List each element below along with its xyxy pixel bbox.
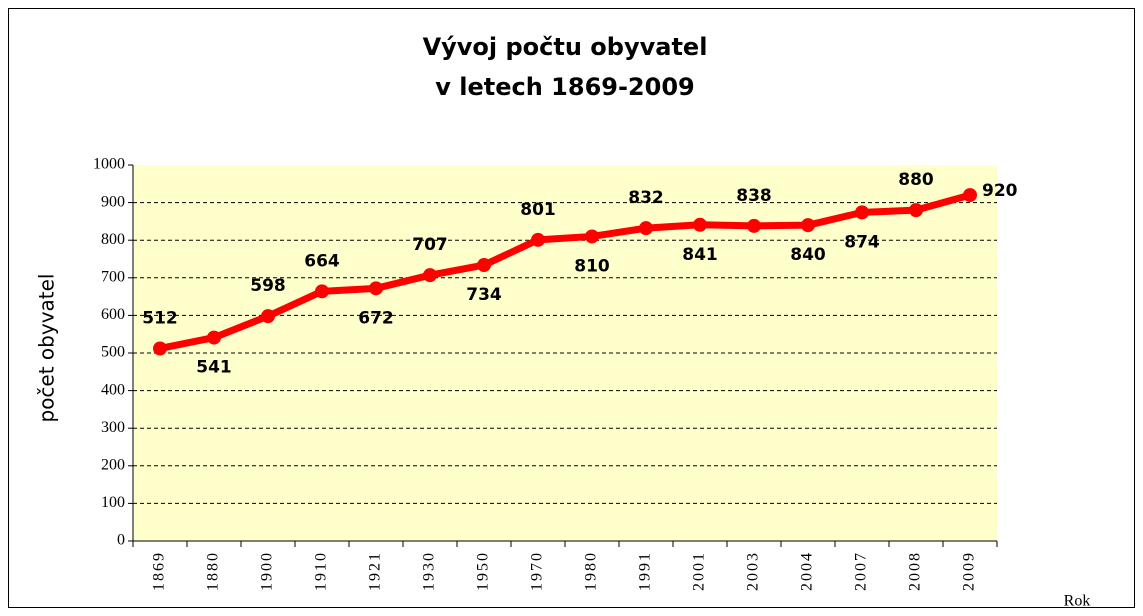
x-tick-label: 1921 <box>367 551 384 591</box>
data-point <box>315 284 329 299</box>
data-label: 672 <box>358 308 394 328</box>
data-point <box>909 203 923 218</box>
data-point <box>747 218 761 233</box>
y-tick-label: 0 <box>117 532 125 549</box>
data-point <box>423 268 437 283</box>
x-tick-label: 1991 <box>637 551 654 591</box>
x-tick-label: 1880 <box>205 551 222 591</box>
x-axis-label: Rok <box>1064 593 1091 610</box>
x-tick-label: 2009 <box>961 551 978 591</box>
data-label: 880 <box>898 170 934 190</box>
data-point <box>855 205 869 220</box>
y-tick-label: 600 <box>101 306 125 323</box>
chart-title: v letech 1869-2009 <box>435 73 694 101</box>
data-point <box>207 330 221 345</box>
x-tick-label: 1900 <box>259 551 276 591</box>
x-tick-label: 1869 <box>151 551 168 591</box>
data-point <box>639 221 653 236</box>
x-tick-label: 1970 <box>529 551 546 591</box>
y-tick-label: 700 <box>101 268 125 285</box>
y-tick-label: 800 <box>101 231 125 248</box>
x-tick-label: 1930 <box>421 551 438 591</box>
y-tick-label: 500 <box>101 344 125 361</box>
data-label: 841 <box>682 245 718 265</box>
data-point <box>531 232 545 247</box>
data-label: 874 <box>844 232 880 252</box>
x-tick-label: 2003 <box>745 551 762 591</box>
chart-title: Vývoj počtu obyvatel <box>423 33 708 61</box>
y-tick-label: 1000 <box>93 156 125 173</box>
data-label: 541 <box>196 358 232 378</box>
x-tick-label: 2001 <box>691 551 708 591</box>
data-label: 512 <box>142 308 178 328</box>
data-line <box>159 191 971 352</box>
data-label: 840 <box>790 245 826 265</box>
data-point <box>585 229 599 244</box>
data-label: 810 <box>574 256 610 276</box>
data-point <box>963 188 977 203</box>
data-label: 801 <box>520 200 556 220</box>
data-label: 734 <box>466 285 502 305</box>
data-label: 598 <box>250 276 286 296</box>
data-point <box>153 341 167 356</box>
x-tick-label: 1910 <box>313 551 330 591</box>
x-tick-label: 2008 <box>907 551 924 591</box>
data-label: 838 <box>736 186 772 206</box>
data-point <box>693 217 707 232</box>
x-tick-label: 2007 <box>853 551 870 591</box>
data-point <box>369 281 383 296</box>
x-tick-label: 2004 <box>799 551 816 591</box>
y-tick-label: 400 <box>101 381 125 398</box>
data-label: 664 <box>304 251 340 271</box>
y-tick-label: 200 <box>101 456 125 473</box>
data-point <box>477 258 491 273</box>
y-tick-label: 900 <box>101 193 125 210</box>
x-tick-label: 1950 <box>475 551 492 591</box>
data-point <box>261 309 275 324</box>
data-label: 920 <box>982 181 1018 201</box>
y-tick-label: 300 <box>101 419 125 436</box>
y-tick-label: 100 <box>101 494 125 511</box>
y-axis-label: počet obyvatel <box>35 274 59 423</box>
data-label: 707 <box>412 235 448 255</box>
data-label: 832 <box>628 188 664 208</box>
data-point <box>801 218 815 233</box>
x-tick-label: 1980 <box>583 551 600 591</box>
